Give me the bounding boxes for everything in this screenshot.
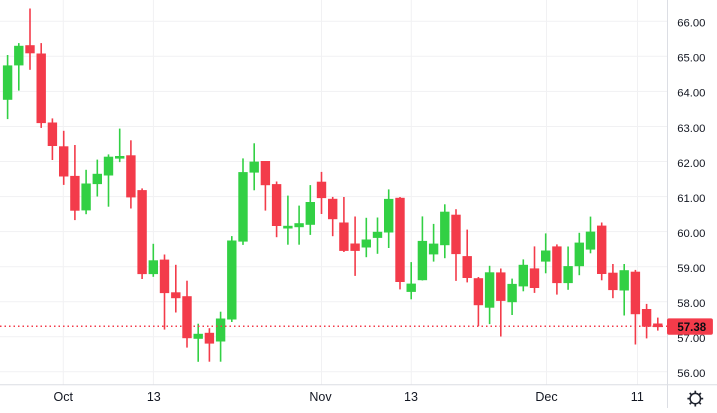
svg-text:61.00: 61.00 <box>677 193 705 205</box>
svg-text:57.00: 57.00 <box>677 333 705 345</box>
svg-text:Dec: Dec <box>535 390 557 404</box>
svg-text:60.00: 60.00 <box>677 228 705 240</box>
svg-text:64.00: 64.00 <box>677 88 705 100</box>
svg-text:Oct: Oct <box>53 390 73 404</box>
svg-text:Nov: Nov <box>309 390 332 404</box>
svg-text:66.00: 66.00 <box>677 18 705 30</box>
svg-text:13: 13 <box>147 390 161 404</box>
svg-text:59.00: 59.00 <box>677 263 705 275</box>
svg-text:56.00: 56.00 <box>677 368 705 380</box>
svg-text:63.00: 63.00 <box>677 123 705 135</box>
svg-text:57.38: 57.38 <box>677 322 706 334</box>
svg-text:62.00: 62.00 <box>677 158 705 170</box>
svg-text:11: 11 <box>631 390 644 404</box>
svg-text:65.00: 65.00 <box>677 53 705 65</box>
svg-text:13: 13 <box>404 390 418 404</box>
svg-text:58.00: 58.00 <box>677 298 705 310</box>
